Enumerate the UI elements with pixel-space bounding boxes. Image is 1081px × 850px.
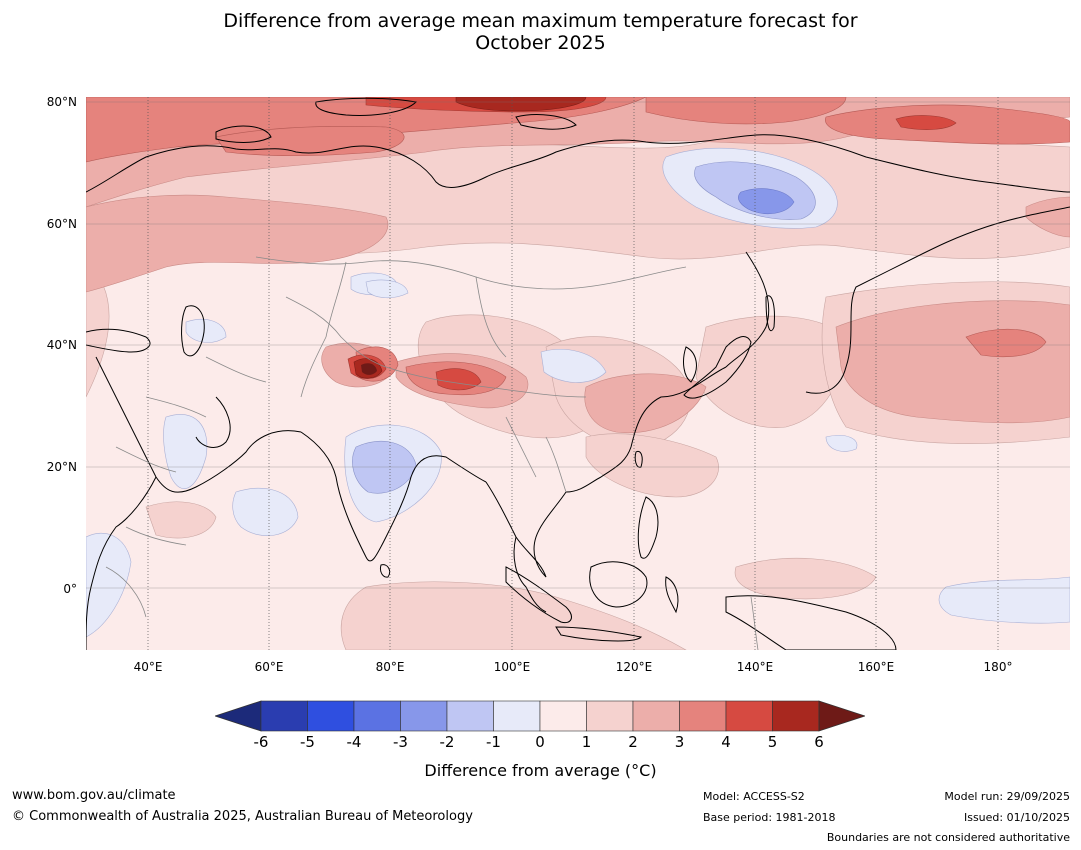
lon-label-100e: 100°E <box>493 660 531 674</box>
lat-label-80n: 80°N <box>46 95 77 109</box>
lat-label-0: 0° <box>63 582 77 596</box>
lon-label-40e: 40°E <box>133 660 163 674</box>
colorbar-swatch <box>539 700 587 732</box>
colorbar-tick-label: 5 <box>767 733 778 751</box>
colorbar-swatch <box>493 700 541 732</box>
issued-text: Issued: 01/10/2025 <box>963 811 1070 824</box>
lat-label-20n: 20°N <box>46 460 77 474</box>
colorbar-swatch <box>772 700 820 732</box>
title-line-2: October 2025 <box>475 32 606 54</box>
map-canvas <box>86 97 1070 650</box>
colorbar-tick-label: -1 <box>486 733 501 751</box>
anomaly-3-to-4 <box>86 97 1070 396</box>
colorbar-tick-label: 6 <box>814 733 824 751</box>
colorbar-extend-high <box>818 700 865 732</box>
colorbar-swatch <box>632 700 680 732</box>
colorbar-swatch <box>725 700 773 732</box>
model-run-text: Model run: 29/09/2025 <box>944 790 1070 803</box>
colorbar-swatch <box>260 700 308 732</box>
colorbar-swatch <box>586 700 634 732</box>
colorbar-extend-low <box>215 700 262 732</box>
lon-label-80e: 80°E <box>375 660 405 674</box>
lon-label-60e: 60°E <box>254 660 284 674</box>
website-link[interactable]: www.bom.gov.au/climate <box>12 788 176 803</box>
colorbar-tick-label: -5 <box>300 733 315 751</box>
lon-label-160e: 160°E <box>857 660 895 674</box>
lon-label-140e: 140°E <box>736 660 774 674</box>
colorbar-swatch <box>400 700 448 732</box>
colorbar-tick-label: -2 <box>439 733 455 751</box>
chart-title: Difference from average mean maximum tem… <box>0 10 1081 54</box>
colorbar-tick-label: 0 <box>535 733 545 751</box>
colorbar-tick-label: -4 <box>346 733 362 751</box>
copyright-text: © Commonwealth of Australia 2025, Austra… <box>12 809 473 824</box>
colorbar-label: Difference from average (°C) <box>424 761 657 780</box>
colorbar-swatch <box>353 700 401 732</box>
latitude-lines <box>86 101 1070 589</box>
colorbar-tick-label: -6 <box>253 733 269 751</box>
colorbar-tick-label: -3 <box>393 733 408 751</box>
model-text: Model: ACCESS-S2 <box>703 790 805 803</box>
country-borders <box>105 256 759 650</box>
colorbar-swatch <box>679 700 727 732</box>
anomaly-above-6 <box>361 363 377 375</box>
lat-label-40n: 40°N <box>46 338 77 352</box>
colorbar-tick-label: 4 <box>721 733 731 751</box>
anomaly-minus3-to-minus2 <box>738 188 795 215</box>
forecast-map <box>86 97 1070 650</box>
lon-label-120e: 120°E <box>615 660 653 674</box>
coastlines <box>86 97 1070 650</box>
colorbar-tick-label: 1 <box>581 733 592 751</box>
colorbar-swatch <box>446 700 494 732</box>
disclaimer-text: Boundaries are not considered authoritat… <box>826 831 1070 844</box>
lat-label-60n: 60°N <box>46 217 77 231</box>
colorbar <box>215 700 865 732</box>
lon-label-180: 180° <box>983 660 1013 674</box>
graticule <box>147 97 999 650</box>
title-line-1: Difference from average mean maximum tem… <box>223 10 858 32</box>
colorbar-tick-label: 2 <box>628 733 638 751</box>
base-period-text: Base period: 1981-2018 <box>703 811 836 824</box>
colorbar-swatch <box>307 700 355 732</box>
colorbar-tick-label: 3 <box>674 733 685 751</box>
